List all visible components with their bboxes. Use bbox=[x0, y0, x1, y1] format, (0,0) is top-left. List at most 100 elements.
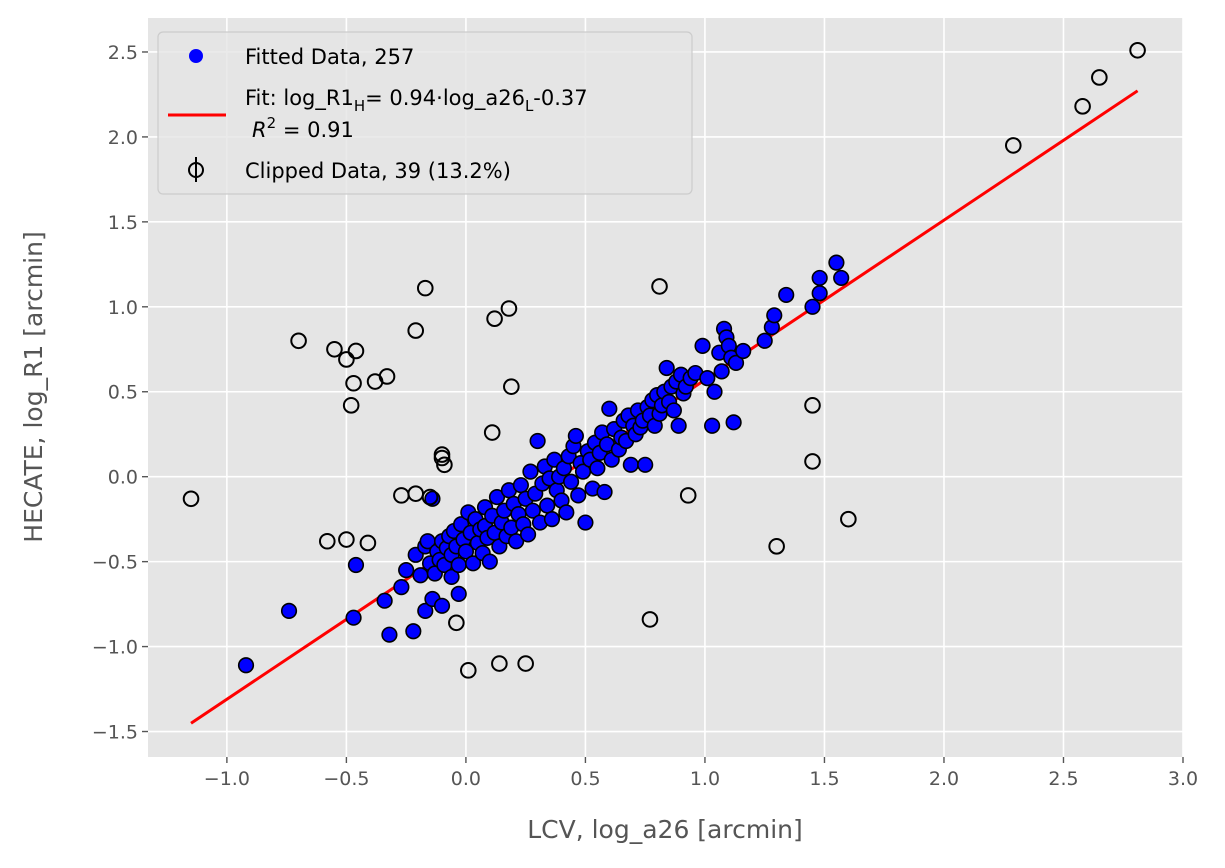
fitted-point bbox=[570, 487, 587, 504]
fitted-point bbox=[567, 427, 584, 445]
y-tick-label: −1.0 bbox=[92, 637, 138, 659]
legend-clipped-marker bbox=[188, 162, 204, 178]
fitted-point bbox=[735, 342, 752, 360]
clipped-point bbox=[483, 424, 501, 441]
fitted-point bbox=[577, 514, 594, 531]
fitted-point bbox=[699, 370, 716, 387]
y-tick-label: 1.5 bbox=[108, 212, 138, 234]
fitted-point bbox=[450, 585, 467, 603]
fitted-point bbox=[464, 555, 482, 572]
legend-clipped-label: Clipped Data, 39 (13.2%) bbox=[245, 159, 511, 183]
clipped-point bbox=[338, 531, 355, 548]
clipped-point bbox=[338, 351, 355, 368]
fitted-point bbox=[488, 488, 506, 506]
y-tick-label: 0.0 bbox=[108, 467, 138, 489]
x-tick-label: 2.0 bbox=[929, 768, 959, 790]
fitted-point bbox=[828, 254, 845, 271]
fitted-point bbox=[804, 298, 821, 315]
clipped-point bbox=[326, 340, 343, 358]
fitted-point bbox=[706, 383, 723, 400]
clipped-point bbox=[500, 300, 518, 317]
clipped-point bbox=[517, 655, 534, 672]
fitted-point bbox=[522, 463, 539, 480]
x-tick-label: 1.0 bbox=[690, 768, 720, 790]
y-tick-label: 1.0 bbox=[108, 297, 138, 319]
fitted-point bbox=[596, 483, 613, 501]
clipped-point bbox=[182, 490, 200, 508]
fitted-point bbox=[562, 473, 580, 490]
y-axis-label: HECATE, log_R1 [arcmin] bbox=[19, 231, 48, 542]
clipped-point bbox=[641, 611, 659, 628]
clipped-point bbox=[359, 534, 377, 552]
y-tick-label: 2.0 bbox=[108, 127, 138, 149]
x-tick-label: 0.5 bbox=[570, 768, 600, 790]
fitted-point bbox=[481, 553, 498, 570]
clipped-point bbox=[840, 510, 857, 528]
fitted-point bbox=[543, 511, 561, 528]
clipped-point bbox=[460, 662, 477, 679]
fitted-point bbox=[393, 579, 410, 596]
fitted-point bbox=[443, 568, 460, 586]
data-points bbox=[182, 41, 1146, 679]
fitted-point bbox=[450, 556, 467, 574]
fitted-point bbox=[433, 597, 451, 614]
fitted-point bbox=[412, 567, 429, 584]
clipped-point bbox=[290, 332, 307, 350]
fitted-point bbox=[529, 432, 546, 450]
fitted-point bbox=[376, 592, 393, 609]
x-tick-label: 3.0 bbox=[1168, 768, 1198, 790]
x-tick-label: −1.0 bbox=[204, 768, 250, 790]
fitted-point bbox=[766, 307, 783, 324]
fitted-point bbox=[658, 359, 675, 377]
clipped-point bbox=[503, 378, 520, 395]
clipped-point bbox=[416, 279, 434, 297]
fitted-point bbox=[417, 602, 434, 619]
legend-fitted-marker bbox=[189, 49, 203, 63]
y-tick-label: −1.5 bbox=[92, 722, 138, 744]
clipped-point bbox=[436, 456, 453, 474]
x-tick-label: 0.0 bbox=[451, 768, 481, 790]
fitted-point bbox=[512, 477, 529, 494]
fitted-point bbox=[665, 402, 682, 419]
legend: Fitted Data, 257 Fit: log_R1H= 0.94·log_… bbox=[157, 31, 693, 195]
clipped-point bbox=[342, 397, 360, 414]
fitted-point bbox=[601, 400, 618, 417]
fitted-point bbox=[670, 417, 687, 434]
clipped-point bbox=[1129, 41, 1146, 59]
fitted-point bbox=[237, 657, 255, 674]
fitted-point bbox=[704, 417, 721, 434]
x-tick-label: −0.5 bbox=[323, 768, 369, 790]
clipped-point bbox=[347, 342, 365, 360]
fitted-point bbox=[833, 269, 850, 287]
fitted-point bbox=[778, 286, 795, 304]
y-tick-label: 0.5 bbox=[108, 382, 138, 404]
fitted-point bbox=[811, 285, 828, 302]
clipped-point bbox=[491, 655, 508, 672]
fitted-point bbox=[457, 543, 475, 560]
clipped-point bbox=[804, 453, 821, 470]
clipped-point bbox=[433, 446, 451, 463]
fitted-point bbox=[347, 556, 365, 574]
clipped-point bbox=[1004, 137, 1022, 154]
fitted-point bbox=[558, 504, 575, 521]
clipped-point bbox=[448, 614, 465, 632]
x-tick-label: 1.5 bbox=[809, 768, 839, 790]
clipped-point bbox=[378, 368, 396, 385]
fitted-point bbox=[398, 562, 415, 579]
fitted-point bbox=[539, 497, 556, 514]
fitted-point bbox=[508, 533, 525, 550]
y-tick-label: −0.5 bbox=[92, 552, 138, 574]
fitted-point bbox=[694, 337, 711, 354]
clipped-point bbox=[804, 397, 821, 414]
fitted-point bbox=[405, 623, 422, 640]
fitted-point bbox=[727, 354, 745, 371]
clipped-point bbox=[421, 488, 439, 506]
fitted-point bbox=[622, 456, 639, 473]
legend-fit-r2: R2 = 0.91 bbox=[252, 114, 354, 142]
axis-ticks: −1.0 −0.5 0.0 0.5 1.0 1.5 2.0 2.5 3.0 −1.5 −1.0 −0.… bbox=[92, 42, 1198, 790]
fitted-point bbox=[589, 460, 606, 477]
clipped-point bbox=[768, 538, 785, 555]
fitted-point bbox=[524, 502, 541, 519]
fitted-point bbox=[713, 363, 730, 380]
